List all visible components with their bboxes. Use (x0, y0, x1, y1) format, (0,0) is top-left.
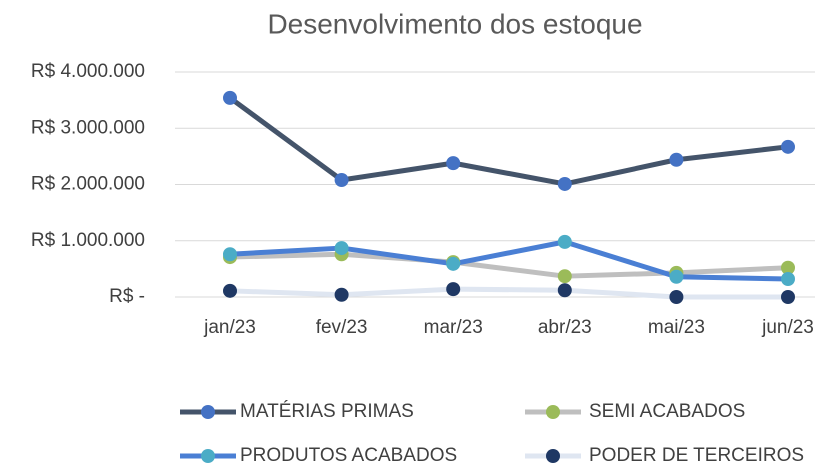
legend-marker (546, 405, 560, 419)
legend-label: SEMI ACABADOS (589, 401, 745, 422)
y-tick-label: R$ 1.000.000 (31, 230, 145, 251)
chart-title: Desenvolvimento dos estoque (267, 8, 642, 39)
legend-label: PODER DE TERCEIROS (589, 445, 804, 465)
legend-marker (201, 405, 215, 419)
data-point (669, 269, 684, 284)
data-point (669, 152, 684, 167)
legend-label: PRODUTOS ACABADOS (240, 445, 457, 465)
x-tick-label: fev/23 (316, 317, 368, 338)
data-point (446, 282, 461, 297)
series-line (229, 239, 789, 282)
x-tick-label: mai/23 (648, 317, 705, 338)
data-point (334, 287, 349, 302)
x-tick-label: jun/23 (761, 317, 814, 338)
data-point (223, 90, 237, 105)
data-point (781, 139, 795, 154)
data-point (557, 234, 572, 249)
data-point (334, 173, 349, 187)
data-point (781, 290, 795, 304)
y-tick-label: R$ 2.000.000 (31, 174, 145, 195)
data-point (669, 290, 684, 304)
series-line (229, 251, 789, 279)
series-line (229, 286, 788, 300)
legend-label: MATÉRIAS PRIMAS (240, 401, 414, 422)
data-point (446, 156, 461, 171)
data-point (557, 283, 572, 298)
y-tick-label: R$ 4.000.000 (31, 61, 145, 82)
data-point (223, 283, 237, 298)
x-tick-label: mar/23 (424, 317, 483, 338)
data-point (781, 260, 795, 275)
data-point (781, 272, 795, 286)
x-tick-label: abr/23 (538, 317, 592, 338)
data-point (557, 269, 572, 284)
x-tick-label: jan/23 (203, 317, 256, 338)
y-tick-label: R$ 3.000.000 (31, 117, 145, 138)
y-tick-label: R$ - (109, 286, 145, 307)
data-point (557, 176, 572, 191)
data-point (223, 247, 237, 262)
legend-marker (201, 449, 215, 463)
series-line (228, 95, 789, 187)
data-point (446, 256, 461, 271)
data-point (334, 241, 349, 256)
legend-marker (546, 449, 560, 463)
